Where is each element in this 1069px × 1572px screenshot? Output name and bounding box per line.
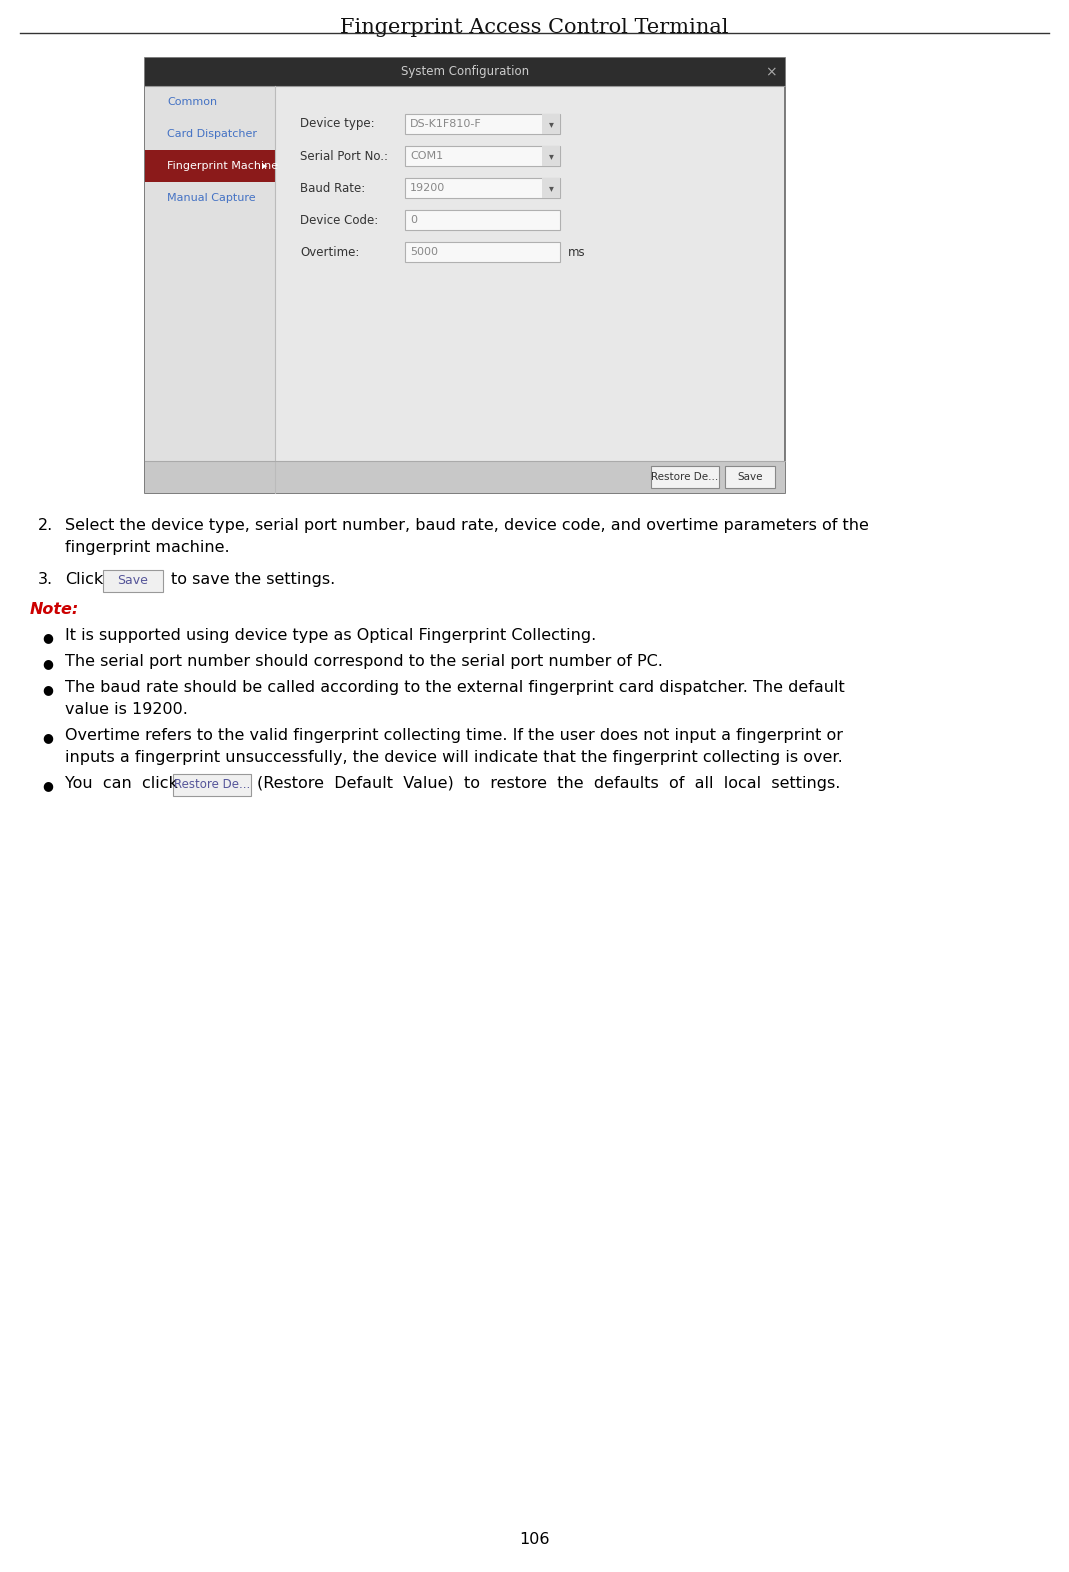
Text: DS-K1F810-F: DS-K1F810-F bbox=[410, 119, 482, 129]
Text: Common: Common bbox=[167, 97, 217, 107]
Bar bbox=[542, 146, 560, 167]
Text: Manual Capture: Manual Capture bbox=[167, 193, 255, 203]
Text: Save: Save bbox=[118, 574, 149, 588]
Text: ×: × bbox=[765, 64, 777, 79]
Text: ●: ● bbox=[42, 682, 52, 696]
Text: Serial Port No.:: Serial Port No.: bbox=[300, 149, 388, 162]
Text: ▾: ▾ bbox=[548, 182, 554, 193]
Bar bbox=[145, 86, 275, 494]
Bar bbox=[542, 115, 560, 134]
Text: Select the device type, serial port number, baud rate, device code, and overtime: Select the device type, serial port numb… bbox=[65, 519, 869, 533]
Text: Fingerprint Machine: Fingerprint Machine bbox=[167, 160, 278, 171]
Text: to save the settings.: to save the settings. bbox=[171, 572, 336, 586]
Text: inputs a fingerprint unsuccessfully, the device will indicate that the fingerpri: inputs a fingerprint unsuccessfully, the… bbox=[65, 750, 842, 766]
Text: Baud Rate:: Baud Rate: bbox=[300, 181, 366, 195]
Text: ●: ● bbox=[42, 657, 52, 670]
Bar bbox=[145, 58, 785, 494]
Text: 3.: 3. bbox=[38, 572, 53, 586]
Text: The baud rate should be called according to the external fingerprint card dispat: The baud rate should be called according… bbox=[65, 681, 845, 695]
Text: ms: ms bbox=[568, 245, 586, 258]
Text: COM1: COM1 bbox=[410, 151, 444, 160]
Text: Restore De...: Restore De... bbox=[174, 778, 250, 791]
Text: value is 19200.: value is 19200. bbox=[65, 703, 188, 717]
Text: Overtime refers to the valid fingerprint collecting time. If the user does not i: Overtime refers to the valid fingerprint… bbox=[65, 728, 843, 744]
Text: ●: ● bbox=[42, 630, 52, 645]
Text: 2.: 2. bbox=[38, 519, 53, 533]
Bar bbox=[405, 242, 560, 263]
Text: 106: 106 bbox=[520, 1533, 549, 1547]
Text: Note:: Note: bbox=[30, 602, 79, 616]
Text: fingerprint machine.: fingerprint machine. bbox=[65, 541, 230, 555]
Text: Fingerprint Access Control Terminal: Fingerprint Access Control Terminal bbox=[340, 17, 729, 38]
Bar bbox=[173, 773, 251, 795]
Bar bbox=[145, 461, 785, 494]
Bar bbox=[405, 146, 560, 167]
Text: Overtime:: Overtime: bbox=[300, 245, 359, 258]
Text: ●: ● bbox=[42, 731, 52, 744]
Text: 5000: 5000 bbox=[410, 247, 438, 256]
Text: It is supported using device type as Optical Fingerprint Collecting.: It is supported using device type as Opt… bbox=[65, 627, 597, 643]
Text: Device Code:: Device Code: bbox=[300, 214, 378, 226]
Text: Device type:: Device type: bbox=[300, 118, 374, 130]
Bar bbox=[103, 571, 162, 593]
Bar bbox=[145, 149, 275, 182]
Text: Click: Click bbox=[65, 572, 104, 586]
Text: 0: 0 bbox=[410, 215, 417, 225]
Text: The serial port number should correspond to the serial port number of PC.: The serial port number should correspond… bbox=[65, 654, 663, 670]
Text: Card Dispatcher: Card Dispatcher bbox=[167, 129, 257, 138]
Text: Restore De...: Restore De... bbox=[651, 472, 718, 483]
Text: 19200: 19200 bbox=[410, 182, 446, 193]
Bar bbox=[651, 465, 719, 487]
Bar bbox=[145, 58, 785, 86]
Bar bbox=[405, 211, 560, 230]
Text: (Restore  Default  Value)  to  restore  the  defaults  of  all  local  settings.: (Restore Default Value) to restore the d… bbox=[257, 777, 840, 791]
Text: ▾: ▾ bbox=[548, 151, 554, 160]
Bar bbox=[542, 178, 560, 198]
Text: ▶: ▶ bbox=[262, 163, 267, 170]
Bar bbox=[405, 178, 560, 198]
Text: You  can  click: You can click bbox=[65, 777, 177, 791]
Text: ●: ● bbox=[42, 780, 52, 792]
Text: System Configuration: System Configuration bbox=[401, 66, 529, 79]
Bar bbox=[405, 115, 560, 134]
Text: ▾: ▾ bbox=[548, 119, 554, 129]
Bar bbox=[725, 465, 775, 487]
Text: Save: Save bbox=[738, 472, 763, 483]
